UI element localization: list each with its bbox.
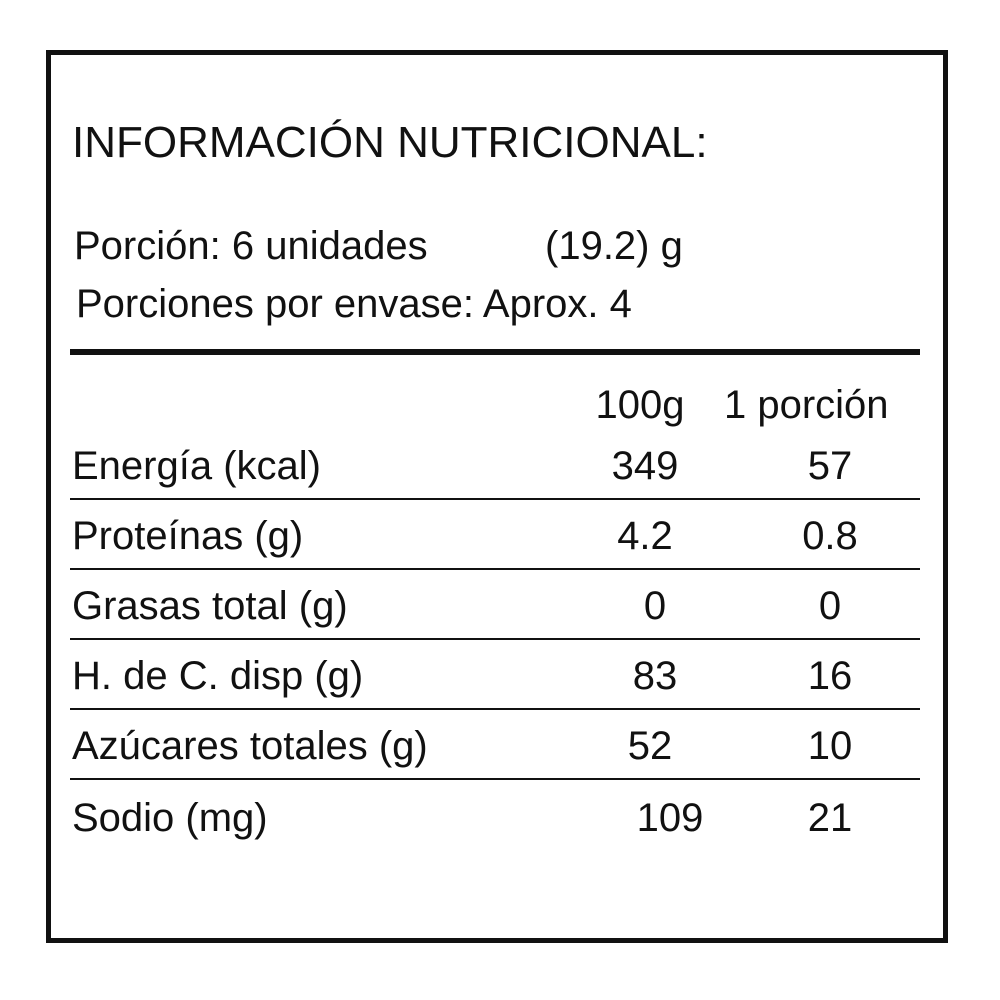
value-per-100g: 349 (611, 444, 679, 488)
nutrient-name: Grasas total (g) (72, 584, 348, 628)
value-per-100g: 109 (636, 796, 704, 840)
nutrient-name: Energía (kcal) (72, 444, 321, 488)
value-per-100g: 0 (643, 584, 667, 628)
label-border (46, 50, 948, 943)
value-per-portion: 10 (807, 724, 853, 768)
value-per-portion: 16 (807, 654, 853, 698)
portion-label: Porción: 6 unidades (74, 224, 428, 268)
servings-per-container: Porciones por envase: Aprox. 4 (76, 282, 632, 326)
label-title: INFORMACIÓN NUTRICIONAL: (72, 118, 708, 167)
nutrient-name: Sodio (mg) (72, 796, 268, 840)
row-divider (70, 708, 920, 710)
value-per-portion: 0 (818, 584, 842, 628)
row-divider (70, 778, 920, 780)
value-per-100g: 4.2 (617, 514, 673, 558)
value-per-100g: 83 (632, 654, 678, 698)
value-per-100g: 52 (627, 724, 673, 768)
row-divider (70, 568, 920, 570)
portion-weight: (19.2) g (545, 224, 683, 268)
nutrient-name: H. de C. disp (g) (72, 654, 364, 698)
value-per-portion: 21 (807, 796, 853, 840)
header-100g: 100g (595, 383, 685, 427)
row-divider (70, 498, 920, 500)
header-portion: 1 porción (724, 383, 889, 427)
value-per-portion: 0.8 (802, 514, 858, 558)
nutrient-name: Azúcares totales (g) (72, 724, 428, 768)
row-divider (70, 638, 920, 640)
nutrient-name: Proteínas (g) (72, 514, 304, 558)
value-per-portion: 57 (807, 444, 853, 488)
thick-divider (70, 349, 920, 355)
